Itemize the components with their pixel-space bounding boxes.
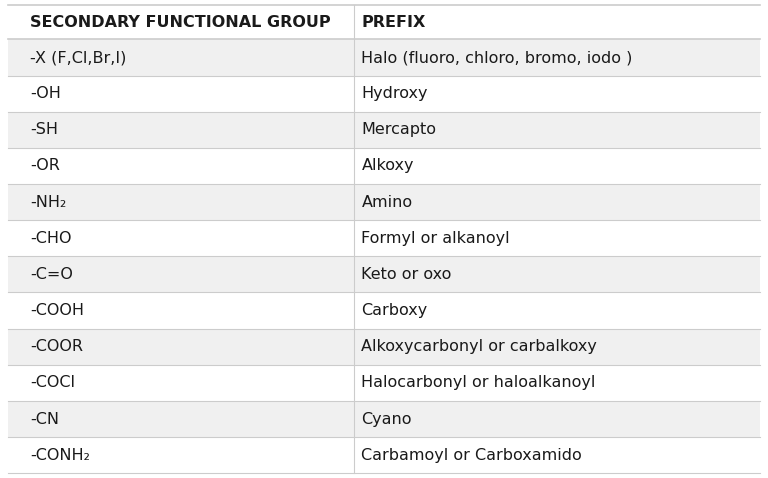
- Text: SECONDARY FUNCTIONAL GROUP: SECONDARY FUNCTIONAL GROUP: [30, 15, 331, 30]
- Text: Hydroxy: Hydroxy: [362, 86, 428, 101]
- Text: -C=O: -C=O: [30, 267, 73, 282]
- Bar: [8, 220, 760, 256]
- Text: -NH₂: -NH₂: [30, 195, 67, 210]
- Bar: [8, 5, 760, 40]
- Text: -CONH₂: -CONH₂: [30, 448, 90, 463]
- Text: Halocarbonyl or haloalkanoyl: Halocarbonyl or haloalkanoyl: [362, 375, 596, 391]
- Text: Carboxy: Carboxy: [362, 303, 428, 318]
- Bar: [8, 184, 760, 220]
- Text: -OR: -OR: [30, 159, 60, 174]
- Text: Amino: Amino: [362, 195, 412, 210]
- Bar: [8, 256, 760, 293]
- Text: Halo (fluoro, chloro, bromo, iodo ): Halo (fluoro, chloro, bromo, iodo ): [362, 50, 633, 65]
- Text: Keto or oxo: Keto or oxo: [362, 267, 452, 282]
- Text: -CHO: -CHO: [30, 231, 71, 246]
- Bar: [8, 437, 760, 473]
- Text: -COOR: -COOR: [30, 339, 83, 354]
- Text: Carbamoyl or Carboxamido: Carbamoyl or Carboxamido: [362, 448, 582, 463]
- Bar: [8, 401, 760, 437]
- Text: Formyl or alkanoyl: Formyl or alkanoyl: [362, 231, 510, 246]
- Bar: [8, 293, 760, 329]
- Text: -SH: -SH: [30, 122, 58, 137]
- Text: PREFIX: PREFIX: [362, 15, 425, 30]
- Bar: [8, 112, 760, 148]
- Text: -COCl: -COCl: [30, 375, 75, 391]
- Bar: [8, 365, 760, 401]
- Text: Cyano: Cyano: [362, 412, 412, 426]
- Text: Alkoxy: Alkoxy: [362, 159, 414, 174]
- Text: Mercapto: Mercapto: [362, 122, 436, 137]
- Bar: [8, 40, 760, 76]
- Bar: [8, 148, 760, 184]
- Bar: [8, 329, 760, 365]
- Text: -CN: -CN: [30, 412, 59, 426]
- Text: -OH: -OH: [30, 86, 61, 101]
- Text: -X (F,Cl,Br,I): -X (F,Cl,Br,I): [30, 50, 127, 65]
- Text: -COOH: -COOH: [30, 303, 84, 318]
- Text: Alkoxycarbonyl or carbalkoxy: Alkoxycarbonyl or carbalkoxy: [362, 339, 598, 354]
- Bar: [8, 76, 760, 112]
